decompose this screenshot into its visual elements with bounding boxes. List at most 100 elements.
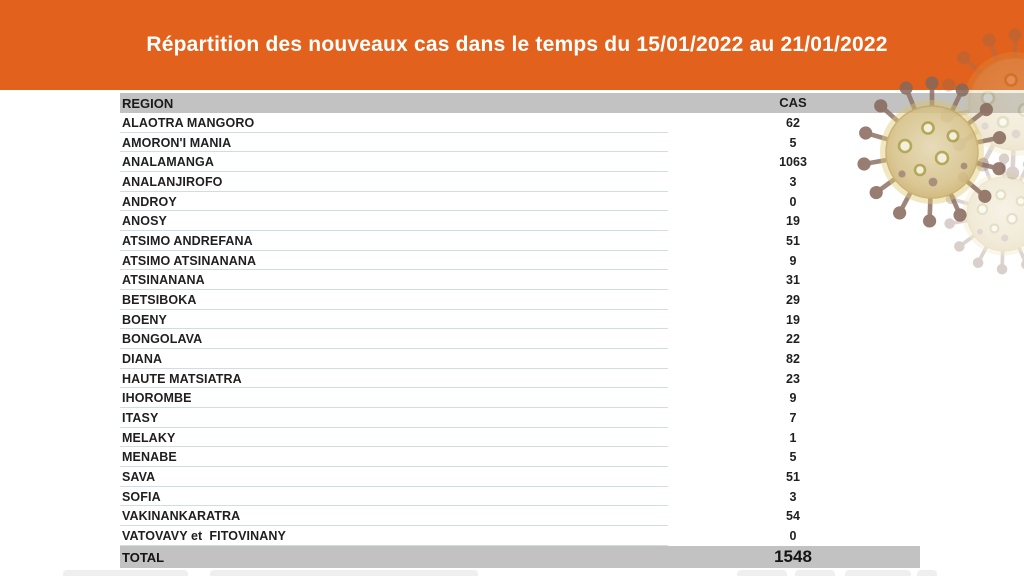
row-divider bbox=[120, 249, 668, 251]
region-name: VATOVAVY et FITOVINANY bbox=[122, 528, 286, 543]
table-row: AMORON'I MANIA 5 bbox=[120, 133, 920, 153]
bottom-artifact bbox=[795, 570, 835, 576]
bottom-artifact bbox=[210, 570, 478, 576]
cases-value: 0 bbox=[789, 194, 797, 209]
slide-title: Répartition des nouveaux cas dans le tem… bbox=[146, 33, 888, 56]
table-row: ANALAMANGA 1063 bbox=[120, 152, 920, 173]
row-divider bbox=[120, 210, 668, 212]
row-divider bbox=[120, 308, 668, 310]
cases-value: 0 bbox=[789, 528, 797, 543]
row-divider bbox=[120, 466, 668, 468]
cases-value: 31 bbox=[786, 273, 800, 288]
header-band bbox=[120, 93, 1024, 113]
cases-value: 5 bbox=[789, 135, 797, 150]
region-name: HAUTE MATSIATRA bbox=[122, 371, 242, 386]
row-divider bbox=[120, 525, 668, 527]
cases-value: 1 bbox=[789, 430, 797, 445]
region-name: ATSIMO ATSINANANA bbox=[122, 253, 257, 268]
table-row: ATSIMO ATSINANANA 9 bbox=[120, 251, 920, 271]
cases-value: 3 bbox=[789, 174, 797, 189]
region-name: ATSINANANA bbox=[122, 273, 205, 288]
row-divider bbox=[120, 446, 668, 448]
table-row: MELAKY 1 bbox=[120, 428, 920, 448]
row-divider bbox=[120, 171, 668, 173]
table-row: BONGOLAVA 22 bbox=[120, 329, 920, 350]
table-row: ATSINANANA 31 bbox=[120, 270, 920, 291]
cases-value: 54 bbox=[786, 509, 800, 524]
row-divider bbox=[120, 544, 668, 546]
cases-value: 22 bbox=[786, 332, 800, 347]
row-divider bbox=[120, 230, 668, 232]
cases-value: 19 bbox=[786, 214, 800, 229]
region-name: BONGOLAVA bbox=[122, 332, 203, 347]
bottom-artifact bbox=[845, 570, 911, 576]
row-divider bbox=[120, 289, 668, 291]
row-divider bbox=[120, 269, 668, 271]
cases-value: 7 bbox=[789, 410, 797, 425]
row-divider bbox=[120, 505, 668, 507]
cases-value: 23 bbox=[786, 371, 800, 386]
cases-value: 82 bbox=[786, 351, 800, 366]
table-row: ITASY 7 bbox=[120, 408, 920, 428]
table-row: SAVA 51 bbox=[120, 467, 920, 487]
cases-value: 19 bbox=[786, 312, 800, 327]
table-row: SOFIA 3 bbox=[120, 487, 920, 507]
cases-value: 62 bbox=[786, 115, 800, 130]
region-name: DIANA bbox=[122, 351, 163, 366]
region-name: BOENY bbox=[122, 312, 167, 327]
bottom-artifact bbox=[63, 570, 188, 576]
table-row: BETSIBOKA 29 bbox=[120, 290, 920, 310]
total-label: TOTAL bbox=[122, 549, 165, 565]
cases-value: 51 bbox=[786, 233, 800, 248]
table-header-row: REGION CAS bbox=[120, 93, 920, 113]
region-name: ANOSY bbox=[122, 214, 167, 229]
row-divider bbox=[120, 367, 668, 369]
total-value: 1548 bbox=[774, 547, 812, 567]
row-divider bbox=[120, 328, 668, 330]
cases-value: 29 bbox=[786, 292, 800, 307]
region-name: ITASY bbox=[122, 410, 159, 425]
region-name: BETSIBOKA bbox=[122, 292, 197, 307]
table-row: VATOVAVY et FITOVINANY 0 bbox=[120, 526, 920, 546]
region-name: ATSIMO ANDREFANA bbox=[122, 233, 253, 248]
table-row: ANDROY 0 bbox=[120, 192, 920, 212]
table-row: ATSIMO ANDREFANA 51 bbox=[120, 231, 920, 251]
row-divider bbox=[120, 426, 668, 428]
row-divider bbox=[120, 407, 668, 409]
cases-value: 9 bbox=[789, 391, 797, 406]
row-divider bbox=[120, 151, 668, 153]
table-total-row: TOTAL 1548 bbox=[120, 546, 920, 568]
table-row: BOENY 19 bbox=[120, 310, 920, 330]
region-name: ANALANJIROFO bbox=[122, 174, 223, 189]
region-name: ALAOTRA MANGORO bbox=[122, 115, 255, 130]
row-divider bbox=[120, 131, 668, 133]
table-body: ALAOTRA MANGORO 62 AMORON'I MANIA 5 ANALAMAN… bbox=[120, 113, 920, 546]
row-divider bbox=[120, 485, 668, 487]
region-name: ANDROY bbox=[122, 194, 177, 209]
region-name: VAKINANKARATRA bbox=[122, 509, 241, 524]
table-row: ANOSY 19 bbox=[120, 211, 920, 232]
region-name: IHOROMBE bbox=[122, 391, 192, 406]
cases-value: 9 bbox=[789, 253, 797, 268]
title-banner: Répartition des nouveaux cas dans le tem… bbox=[0, 0, 1024, 90]
row-divider bbox=[120, 190, 668, 192]
table-row: ALAOTRA MANGORO 62 bbox=[120, 113, 920, 133]
column-header-region: REGION bbox=[122, 95, 174, 111]
cases-table: REGION CAS ALAOTRA MANGORO 62 AMORON'I MAN… bbox=[120, 93, 920, 568]
bottom-artifact bbox=[737, 570, 787, 576]
table-row: MENABE 5 bbox=[120, 447, 920, 468]
cases-value: 3 bbox=[789, 489, 797, 504]
region-name: AMORON'I MANIA bbox=[122, 135, 232, 150]
row-divider bbox=[120, 387, 668, 389]
cases-value: 51 bbox=[786, 469, 800, 484]
table-row: IHOROMBE 9 bbox=[120, 388, 920, 409]
region-name: SAVA bbox=[122, 469, 156, 484]
region-name: SOFIA bbox=[122, 489, 161, 504]
table-row: HAUTE MATSIATRA 23 bbox=[120, 369, 920, 389]
cases-value: 1063 bbox=[779, 155, 807, 170]
bottom-artifact bbox=[917, 570, 937, 576]
row-divider bbox=[120, 348, 668, 350]
table-row: ANALANJIROFO 3 bbox=[120, 172, 920, 192]
region-name: MELAKY bbox=[122, 430, 176, 445]
table-row: VAKINANKARATRA 54 bbox=[120, 506, 920, 527]
